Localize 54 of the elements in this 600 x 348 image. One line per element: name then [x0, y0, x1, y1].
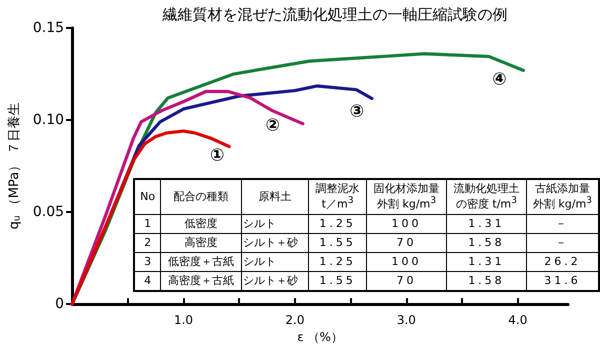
annotation: No [139, 190, 156, 203]
annotation: 1.25 [308, 252, 367, 272]
annotation: シルト [242, 252, 309, 272]
y-tick-label: 0.10 [32, 112, 64, 128]
annotation: 流動化処理土 [452, 182, 520, 196]
x-tick-label: 3.0 [396, 313, 416, 328]
series-label: ④ [492, 69, 507, 90]
annotation: 調整泥水 [314, 182, 361, 196]
x-tick-label: 2.0 [285, 313, 305, 328]
annotation: 1.31 [446, 252, 526, 272]
annotation: － [526, 234, 599, 252]
annotation: 26.2 [526, 252, 599, 272]
annotation: の密度 t/m$^{3}$ [454, 195, 518, 211]
annotation: 1 [134, 214, 161, 234]
annotation: 4 [134, 272, 161, 291]
annotation: シルト＋砂 [242, 272, 309, 291]
annotation: 1.58 [446, 272, 526, 291]
x-axis-title: ε （%） [297, 330, 343, 344]
annotation: 配合の種類 [172, 190, 230, 203]
series-label: ① [210, 146, 224, 166]
y-axis-title: qu （MPa） ７日養生 [7, 102, 22, 230]
x-tick-label: 1.0 [174, 313, 194, 328]
annotation: シルト [242, 214, 309, 234]
y-tick-label: 0.15 [32, 20, 64, 36]
series-label: ② [266, 116, 280, 136]
annotation: シルト＋砂 [242, 234, 309, 252]
annotation: 70 [366, 234, 446, 252]
annotation: － [526, 214, 599, 234]
y-tick-label: 0.05 [32, 204, 64, 220]
series-label: ③ [350, 101, 364, 122]
annotation: 高密度 [160, 234, 242, 252]
annotation: 100 [366, 214, 446, 234]
annotation: 1.58 [446, 234, 526, 252]
chart-title: 繊維質材を混ぜた流動化処理土の一軸圧縮試験の例 [162, 6, 508, 24]
annotation: 固化材添加量 [372, 182, 441, 196]
annotation: 原料土 [258, 190, 293, 203]
annotation: 1.25 [308, 214, 367, 234]
annotation: 1.31 [446, 214, 526, 234]
annotation: 1.55 [308, 272, 367, 291]
annotation: 70 [366, 272, 446, 291]
annotation: 1.55 [308, 234, 367, 252]
annotation: 2 [134, 234, 161, 252]
annotation: 高密度＋古紙 [160, 272, 242, 291]
annotation: 3 [134, 252, 161, 272]
y-tick-label: 0 [55, 296, 64, 312]
x-tick-label: 4.0 [508, 313, 528, 328]
annotation: 古紙添加量 [534, 182, 591, 196]
annotation: t／m$^{3}$ [320, 195, 355, 211]
annotation: 外割 kg/m$^{3}$ [376, 195, 438, 211]
annotation: 低密度 [160, 214, 242, 234]
annotation: 低密度＋古紙 [160, 252, 242, 272]
annotation: 31.6 [526, 272, 599, 291]
annotation: 100 [366, 252, 446, 272]
annotation: 外割 kg/m$^{3}$ [532, 195, 593, 211]
